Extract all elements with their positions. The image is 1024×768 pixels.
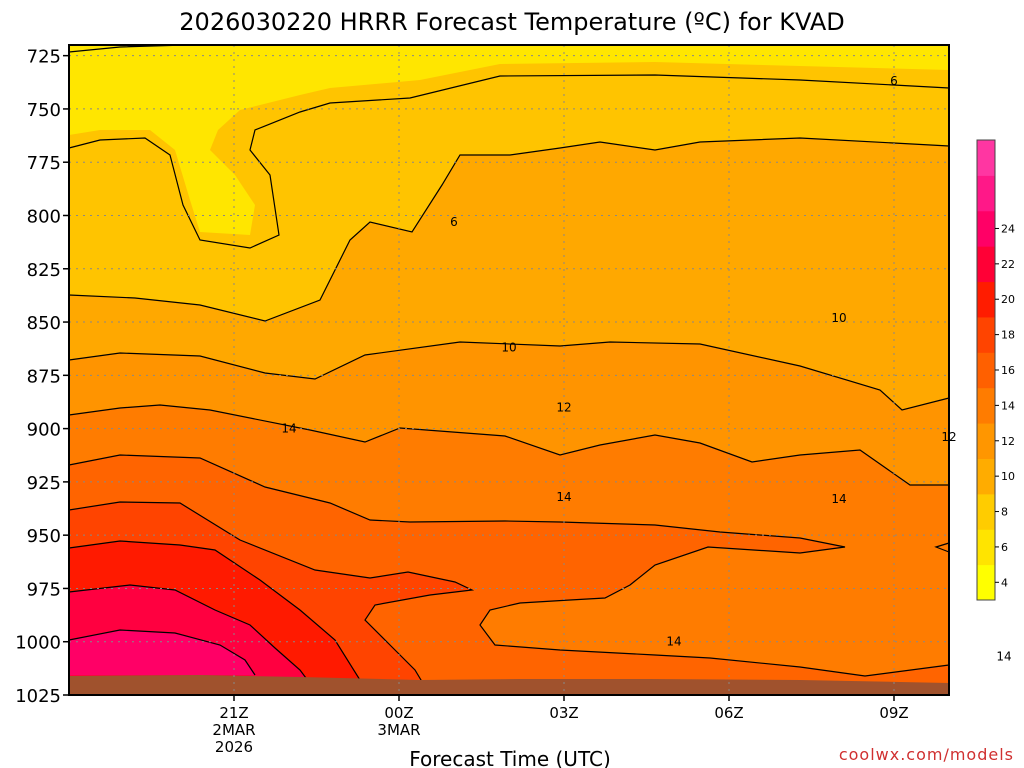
colorbar-label: 20: [1001, 293, 1015, 306]
contour-label: 10: [501, 341, 516, 355]
contour-14: [68, 454, 950, 677]
contour-label: 14: [281, 422, 296, 436]
colorbar-label: 12: [1001, 435, 1015, 448]
y-tick-label: 875: [27, 366, 61, 387]
y-tick-label: 1025: [15, 686, 61, 707]
colorbar-swatch: [977, 493, 995, 530]
y-tick-label: 775: [27, 153, 61, 174]
contour-16: [68, 501, 475, 696]
contour-10: [68, 341, 950, 411]
band-4-6: [69, 45, 949, 235]
contour-label: 6: [450, 215, 458, 229]
chart-title: 2026030220 HRRR Forecast Temperature (ºC…: [179, 8, 844, 36]
colorbar-swatch: [977, 175, 995, 212]
colorbar-label: 18: [1001, 329, 1015, 342]
colorbar-label: 16: [1001, 364, 1015, 377]
colorbar-swatch: [977, 529, 995, 566]
y-tick-label: 800: [27, 206, 61, 227]
contour-lines: [68, 44, 950, 696]
plot-frame: [68, 44, 950, 696]
x-tick-label: 00Z: [384, 704, 413, 722]
contour-20: [68, 584, 316, 691]
credit-text: coolwx.com/models: [839, 745, 1014, 764]
y-tick-label: 925: [27, 473, 61, 494]
colorbar-swatch: [977, 281, 995, 318]
contour-label: 14: [996, 650, 1011, 664]
x-tick-label: 2026: [215, 738, 253, 756]
band-10-12: [69, 342, 949, 485]
y-tick-label: 1000: [15, 633, 61, 654]
x-tick-label: 06Z: [714, 704, 743, 722]
x-axis: 21Z2MAR202600Z3MAR03Z06Z09Z12Z: [212, 695, 909, 756]
plot-area: 6 6 10 10 12 12 14 14 14 14 14: [68, 44, 1012, 696]
band-22-24: [69, 630, 255, 675]
colorbar-swatch: [977, 458, 995, 495]
colorbar-swatch: [977, 140, 995, 176]
contour-label: 14: [666, 635, 681, 649]
x-tick-label: 09Z: [879, 704, 908, 722]
colorbar-swatch: [977, 352, 995, 389]
contour-label: 12: [556, 400, 571, 414]
y-tick-label: 850: [27, 313, 61, 334]
colorbar: 4 6 8 10 12 14 16 18 20 22 24: [976, 139, 1015, 601]
colorbar-label: 4: [1001, 576, 1008, 589]
colorbar-swatch: [977, 564, 995, 601]
colorbar-swatch: [977, 246, 995, 283]
x-tick-label: 21Z: [219, 704, 248, 722]
contour-label: 6: [890, 74, 898, 88]
colorbar-swatch: [977, 387, 995, 424]
contour-8: [68, 137, 950, 322]
colorbar-label: 10: [1001, 470, 1015, 483]
contour-12: [68, 404, 949, 486]
colorbar-label: 14: [1001, 399, 1015, 412]
contour-14: [934, 542, 950, 553]
x-tick-label: 3MAR: [377, 721, 420, 739]
colorbar-swatch: [977, 423, 995, 459]
y-tick-label: 750: [27, 100, 61, 121]
x-tick-label: 03Z: [549, 704, 578, 722]
y-tick-label: 725: [27, 47, 61, 68]
colorbar-label: 22: [1001, 258, 1015, 271]
y-tick-label: 950: [27, 526, 61, 547]
colorbar-swatch: [977, 210, 995, 247]
y-axis: 725 750 775 800 825 850 875 900 925 950 975 1000 102…: [15, 47, 69, 707]
x-axis-label: Forecast Time (UTC): [409, 747, 611, 768]
colorbar-swatch: [977, 316, 995, 353]
y-tick-label: 825: [27, 260, 61, 281]
contour-label: 14: [831, 492, 846, 506]
contour-label: 14: [556, 490, 571, 504]
colorbar-label: 8: [1001, 506, 1008, 519]
y-tick-label: 900: [27, 420, 61, 441]
contour-label: 10: [831, 311, 846, 325]
contour-22: [68, 629, 256, 676]
y-tick-label: 975: [27, 579, 61, 600]
colorbar-label: 6: [1001, 541, 1008, 554]
contour-18: [68, 540, 366, 696]
colorbar-label: 24: [1001, 222, 1015, 235]
x-tick-label: 2MAR: [212, 721, 255, 739]
